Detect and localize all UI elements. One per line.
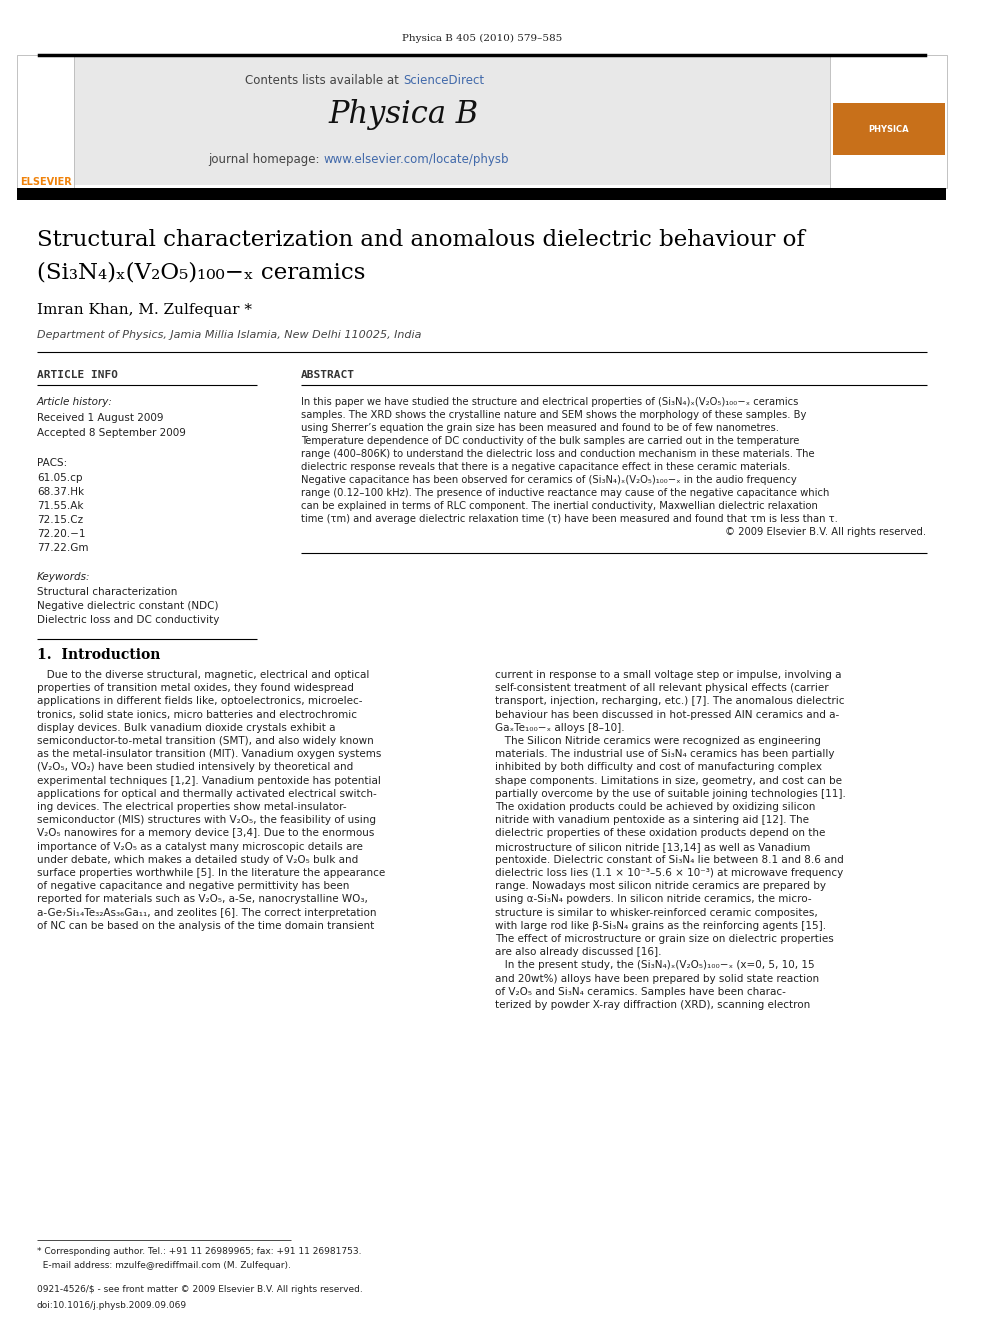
Text: behaviour has been discussed in hot-pressed AlN ceramics and a-: behaviour has been discussed in hot-pres…	[495, 709, 839, 720]
Text: dielectric loss lies (1.1 × 10⁻³–5.6 × 10⁻³) at microwave frequency: dielectric loss lies (1.1 × 10⁻³–5.6 × 1…	[495, 868, 843, 878]
Text: Dielectric loss and DC conductivity: Dielectric loss and DC conductivity	[37, 615, 219, 624]
Text: Physica B 405 (2010) 579–585: Physica B 405 (2010) 579–585	[402, 33, 561, 42]
Text: nitride with vanadium pentoxide as a sintering aid [12]. The: nitride with vanadium pentoxide as a sin…	[495, 815, 809, 826]
FancyBboxPatch shape	[830, 56, 947, 188]
Text: with large rod like β-Si₃N₄ grains as the reinforcing agents [15].: with large rod like β-Si₃N₄ grains as th…	[495, 921, 826, 931]
Text: www.elsevier.com/locate/physb: www.elsevier.com/locate/physb	[323, 153, 509, 167]
Text: In this paper we have studied the structure and electrical properties of (Si₃N₄): In this paper we have studied the struct…	[302, 397, 799, 407]
Text: V₂O₅ nanowires for a memory device [3,4]. Due to the enormous: V₂O₅ nanowires for a memory device [3,4]…	[37, 828, 374, 839]
Text: time (τm) and average dielectric relaxation time (τ) have been measured and foun: time (τm) and average dielectric relaxat…	[302, 515, 838, 524]
FancyBboxPatch shape	[833, 103, 945, 155]
Text: ABSTRACT: ABSTRACT	[302, 370, 355, 380]
Text: Imran Khan, M. Zulfequar *: Imran Khan, M. Zulfequar *	[37, 303, 252, 318]
Text: 72.20.−1: 72.20.−1	[37, 529, 85, 538]
Text: samples. The XRD shows the crystalline nature and SEM shows the morphology of th: samples. The XRD shows the crystalline n…	[302, 410, 806, 419]
Text: The Silicon Nitride ceramics were recognized as engineering: The Silicon Nitride ceramics were recogn…	[495, 736, 821, 746]
Text: 61.05.cp: 61.05.cp	[37, 474, 82, 483]
Text: microstructure of silicon nitride [13,14] as well as Vanadium: microstructure of silicon nitride [13,14…	[495, 841, 810, 852]
Text: In the present study, the (Si₃N₄)ₓ(V₂O₅)₁₀₀−ₓ (x=0, 5, 10, 15: In the present study, the (Si₃N₄)ₓ(V₂O₅)…	[495, 960, 815, 970]
Text: * Corresponding author. Tel.: +91 11 26989965; fax: +91 11 26981753.: * Corresponding author. Tel.: +91 11 269…	[37, 1248, 361, 1257]
Text: 77.22.Gm: 77.22.Gm	[37, 542, 88, 553]
Text: (V₂O₅, VO₂) have been studied intensively by theoretical and: (V₂O₅, VO₂) have been studied intensivel…	[37, 762, 353, 773]
Text: current in response to a small voltage step or impulse, involving a: current in response to a small voltage s…	[495, 669, 842, 680]
Text: Contents lists available at: Contents lists available at	[245, 74, 403, 86]
Text: display devices. Bulk vanadium dioxide crystals exhibit a: display devices. Bulk vanadium dioxide c…	[37, 722, 335, 733]
Text: ScienceDirect: ScienceDirect	[403, 74, 484, 86]
FancyBboxPatch shape	[18, 188, 946, 200]
Text: applications for optical and thermally activated electrical switch-: applications for optical and thermally a…	[37, 789, 377, 799]
FancyBboxPatch shape	[72, 56, 830, 185]
Text: range. Nowadays most silicon nitride ceramics are prepared by: range. Nowadays most silicon nitride cer…	[495, 881, 826, 892]
Text: and 20wt%) alloys have been prepared by solid state reaction: and 20wt%) alloys have been prepared by …	[495, 974, 819, 983]
Text: partially overcome by the use of suitable joining technologies [11].: partially overcome by the use of suitabl…	[495, 789, 846, 799]
Text: Department of Physics, Jamia Millia Islamia, New Delhi 110025, India: Department of Physics, Jamia Millia Isla…	[37, 329, 422, 340]
Text: GaₓTe₁₀₀−ₓ alloys [8–10].: GaₓTe₁₀₀−ₓ alloys [8–10].	[495, 722, 625, 733]
Text: self-consistent treatment of all relevant physical effects (carrier: self-consistent treatment of all relevan…	[495, 683, 829, 693]
Text: terized by powder X-ray diffraction (XRD), scanning electron: terized by powder X-ray diffraction (XRD…	[495, 1000, 810, 1009]
Text: importance of V₂O₅ as a catalyst many microscopic details are: importance of V₂O₅ as a catalyst many mi…	[37, 841, 363, 852]
Text: as the metal-insulator transition (MIT). Vanadium oxygen systems: as the metal-insulator transition (MIT).…	[37, 749, 381, 759]
Text: ARTICLE INFO: ARTICLE INFO	[37, 370, 118, 380]
Text: Structural characterization and anomalous dielectric behaviour of: Structural characterization and anomalou…	[37, 229, 805, 251]
Text: Negative dielectric constant (NDC): Negative dielectric constant (NDC)	[37, 601, 218, 611]
Text: Keywords:: Keywords:	[37, 572, 90, 582]
Text: PHYSICA: PHYSICA	[868, 126, 909, 135]
Text: shape components. Limitations in size, geometry, and cost can be: shape components. Limitations in size, g…	[495, 775, 842, 786]
Text: dielectric properties of these oxidation products depend on the: dielectric properties of these oxidation…	[495, 828, 825, 839]
Text: range (0.12–100 kHz). The presence of inductive reactance may cause of the negat: range (0.12–100 kHz). The presence of in…	[302, 488, 829, 497]
Text: of negative capacitance and negative permittivity has been: of negative capacitance and negative per…	[37, 881, 349, 892]
Text: properties of transition metal oxides, they found widespread: properties of transition metal oxides, t…	[37, 683, 354, 693]
Text: Article history:: Article history:	[37, 397, 113, 407]
Text: using Sherrer’s equation the grain size has been measured and found to be of few: using Sherrer’s equation the grain size …	[302, 423, 779, 433]
Text: ELSEVIER: ELSEVIER	[20, 177, 71, 187]
Text: materials. The industrial use of Si₃N₄ ceramics has been partially: materials. The industrial use of Si₃N₄ c…	[495, 749, 835, 759]
Text: doi:10.1016/j.physb.2009.09.069: doi:10.1016/j.physb.2009.09.069	[37, 1301, 187, 1310]
Text: 0921-4526/$ - see front matter © 2009 Elsevier B.V. All rights reserved.: 0921-4526/$ - see front matter © 2009 El…	[37, 1286, 363, 1294]
Text: of V₂O₅ and Si₃N₄ ceramics. Samples have been charac-: of V₂O₅ and Si₃N₄ ceramics. Samples have…	[495, 987, 787, 996]
Text: applications in different fields like, optoelectronics, microelec-: applications in different fields like, o…	[37, 696, 362, 706]
Text: inhibited by both difficulty and cost of manufacturing complex: inhibited by both difficulty and cost of…	[495, 762, 822, 773]
Text: 72.15.Cz: 72.15.Cz	[37, 515, 83, 525]
FancyBboxPatch shape	[18, 56, 73, 188]
Text: The effect of microstructure or grain size on dielectric properties: The effect of microstructure or grain si…	[495, 934, 834, 945]
Text: experimental techniques [1,2]. Vanadium pentoxide has potential: experimental techniques [1,2]. Vanadium …	[37, 775, 381, 786]
Text: 68.37.Hk: 68.37.Hk	[37, 487, 84, 497]
Text: PACS:: PACS:	[37, 458, 67, 468]
Text: surface properties worthwhile [5]. In the literature the appearance: surface properties worthwhile [5]. In th…	[37, 868, 385, 878]
Text: of NC can be based on the analysis of the time domain transient: of NC can be based on the analysis of th…	[37, 921, 374, 931]
Text: semiconductor-to-metal transition (SMT), and also widely known: semiconductor-to-metal transition (SMT),…	[37, 736, 374, 746]
Text: under debate, which makes a detailed study of V₂O₅ bulk and: under debate, which makes a detailed stu…	[37, 855, 358, 865]
Text: structure is similar to whisker-reinforced ceramic composites,: structure is similar to whisker-reinforc…	[495, 908, 818, 918]
Text: The oxidation products could be achieved by oxidizing silicon: The oxidation products could be achieved…	[495, 802, 815, 812]
Text: © 2009 Elsevier B.V. All rights reserved.: © 2009 Elsevier B.V. All rights reserved…	[725, 527, 927, 537]
Text: using α-Si₃N₄ powders. In silicon nitride ceramics, the micro-: using α-Si₃N₄ powders. In silicon nitrid…	[495, 894, 812, 905]
Text: Temperature dependence of DC conductivity of the bulk samples are carried out in: Temperature dependence of DC conductivit…	[302, 437, 800, 446]
Text: a-Ge₇Si₁₄Te₃₂As₃₆Ga₁₁, and zeolites [6]. The correct interpretation: a-Ge₇Si₁₄Te₃₂As₃₆Ga₁₁, and zeolites [6].…	[37, 908, 376, 918]
Text: 71.55.Ak: 71.55.Ak	[37, 501, 83, 511]
Text: journal homepage:: journal homepage:	[208, 153, 323, 167]
Text: 1.  Introduction: 1. Introduction	[37, 648, 161, 662]
Text: Negative capacitance has been observed for ceramics of (Si₃N₄)ₓ(V₂O₅)₁₀₀−ₓ in th: Negative capacitance has been observed f…	[302, 475, 797, 486]
Text: range (400–806K) to understand the dielectric loss and conduction mechanism in t: range (400–806K) to understand the diele…	[302, 448, 814, 459]
Text: Physica B: Physica B	[328, 99, 478, 131]
Text: semiconductor (MIS) structures with V₂O₅, the feasibility of using: semiconductor (MIS) structures with V₂O₅…	[37, 815, 376, 826]
Text: E-mail address: mzulfe@rediffmail.com (M. Zulfequar).: E-mail address: mzulfe@rediffmail.com (M…	[37, 1261, 291, 1270]
Text: Accepted 8 September 2009: Accepted 8 September 2009	[37, 429, 186, 438]
Text: pentoxide. Dielectric constant of Si₃N₄ lie between 8.1 and 8.6 and: pentoxide. Dielectric constant of Si₃N₄ …	[495, 855, 844, 865]
Text: dielectric response reveals that there is a negative capacitance effect in these: dielectric response reveals that there i…	[302, 462, 791, 472]
Text: are also already discussed [16].: are also already discussed [16].	[495, 947, 662, 958]
Text: (Si₃N₄)ₓ(V₂O₅)₁₀₀−ₓ ceramics: (Si₃N₄)ₓ(V₂O₅)₁₀₀−ₓ ceramics	[37, 262, 365, 284]
Text: Due to the diverse structural, magnetic, electrical and optical: Due to the diverse structural, magnetic,…	[37, 669, 369, 680]
Text: Structural characterization: Structural characterization	[37, 587, 178, 597]
Text: reported for materials such as V₂O₅, a-Se, nanocrystalline WO₃,: reported for materials such as V₂O₅, a-S…	[37, 894, 368, 905]
Text: Received 1 August 2009: Received 1 August 2009	[37, 413, 164, 423]
Text: tronics, solid state ionics, micro batteries and electrochromic: tronics, solid state ionics, micro batte…	[37, 709, 357, 720]
Text: ing devices. The electrical properties show metal-insulator-: ing devices. The electrical properties s…	[37, 802, 346, 812]
Text: transport, injection, recharging, etc.) [7]. The anomalous dielectric: transport, injection, recharging, etc.) …	[495, 696, 845, 706]
Text: can be explained in terms of RLC component. The inertial conductivity, Maxwellia: can be explained in terms of RLC compone…	[302, 501, 818, 511]
